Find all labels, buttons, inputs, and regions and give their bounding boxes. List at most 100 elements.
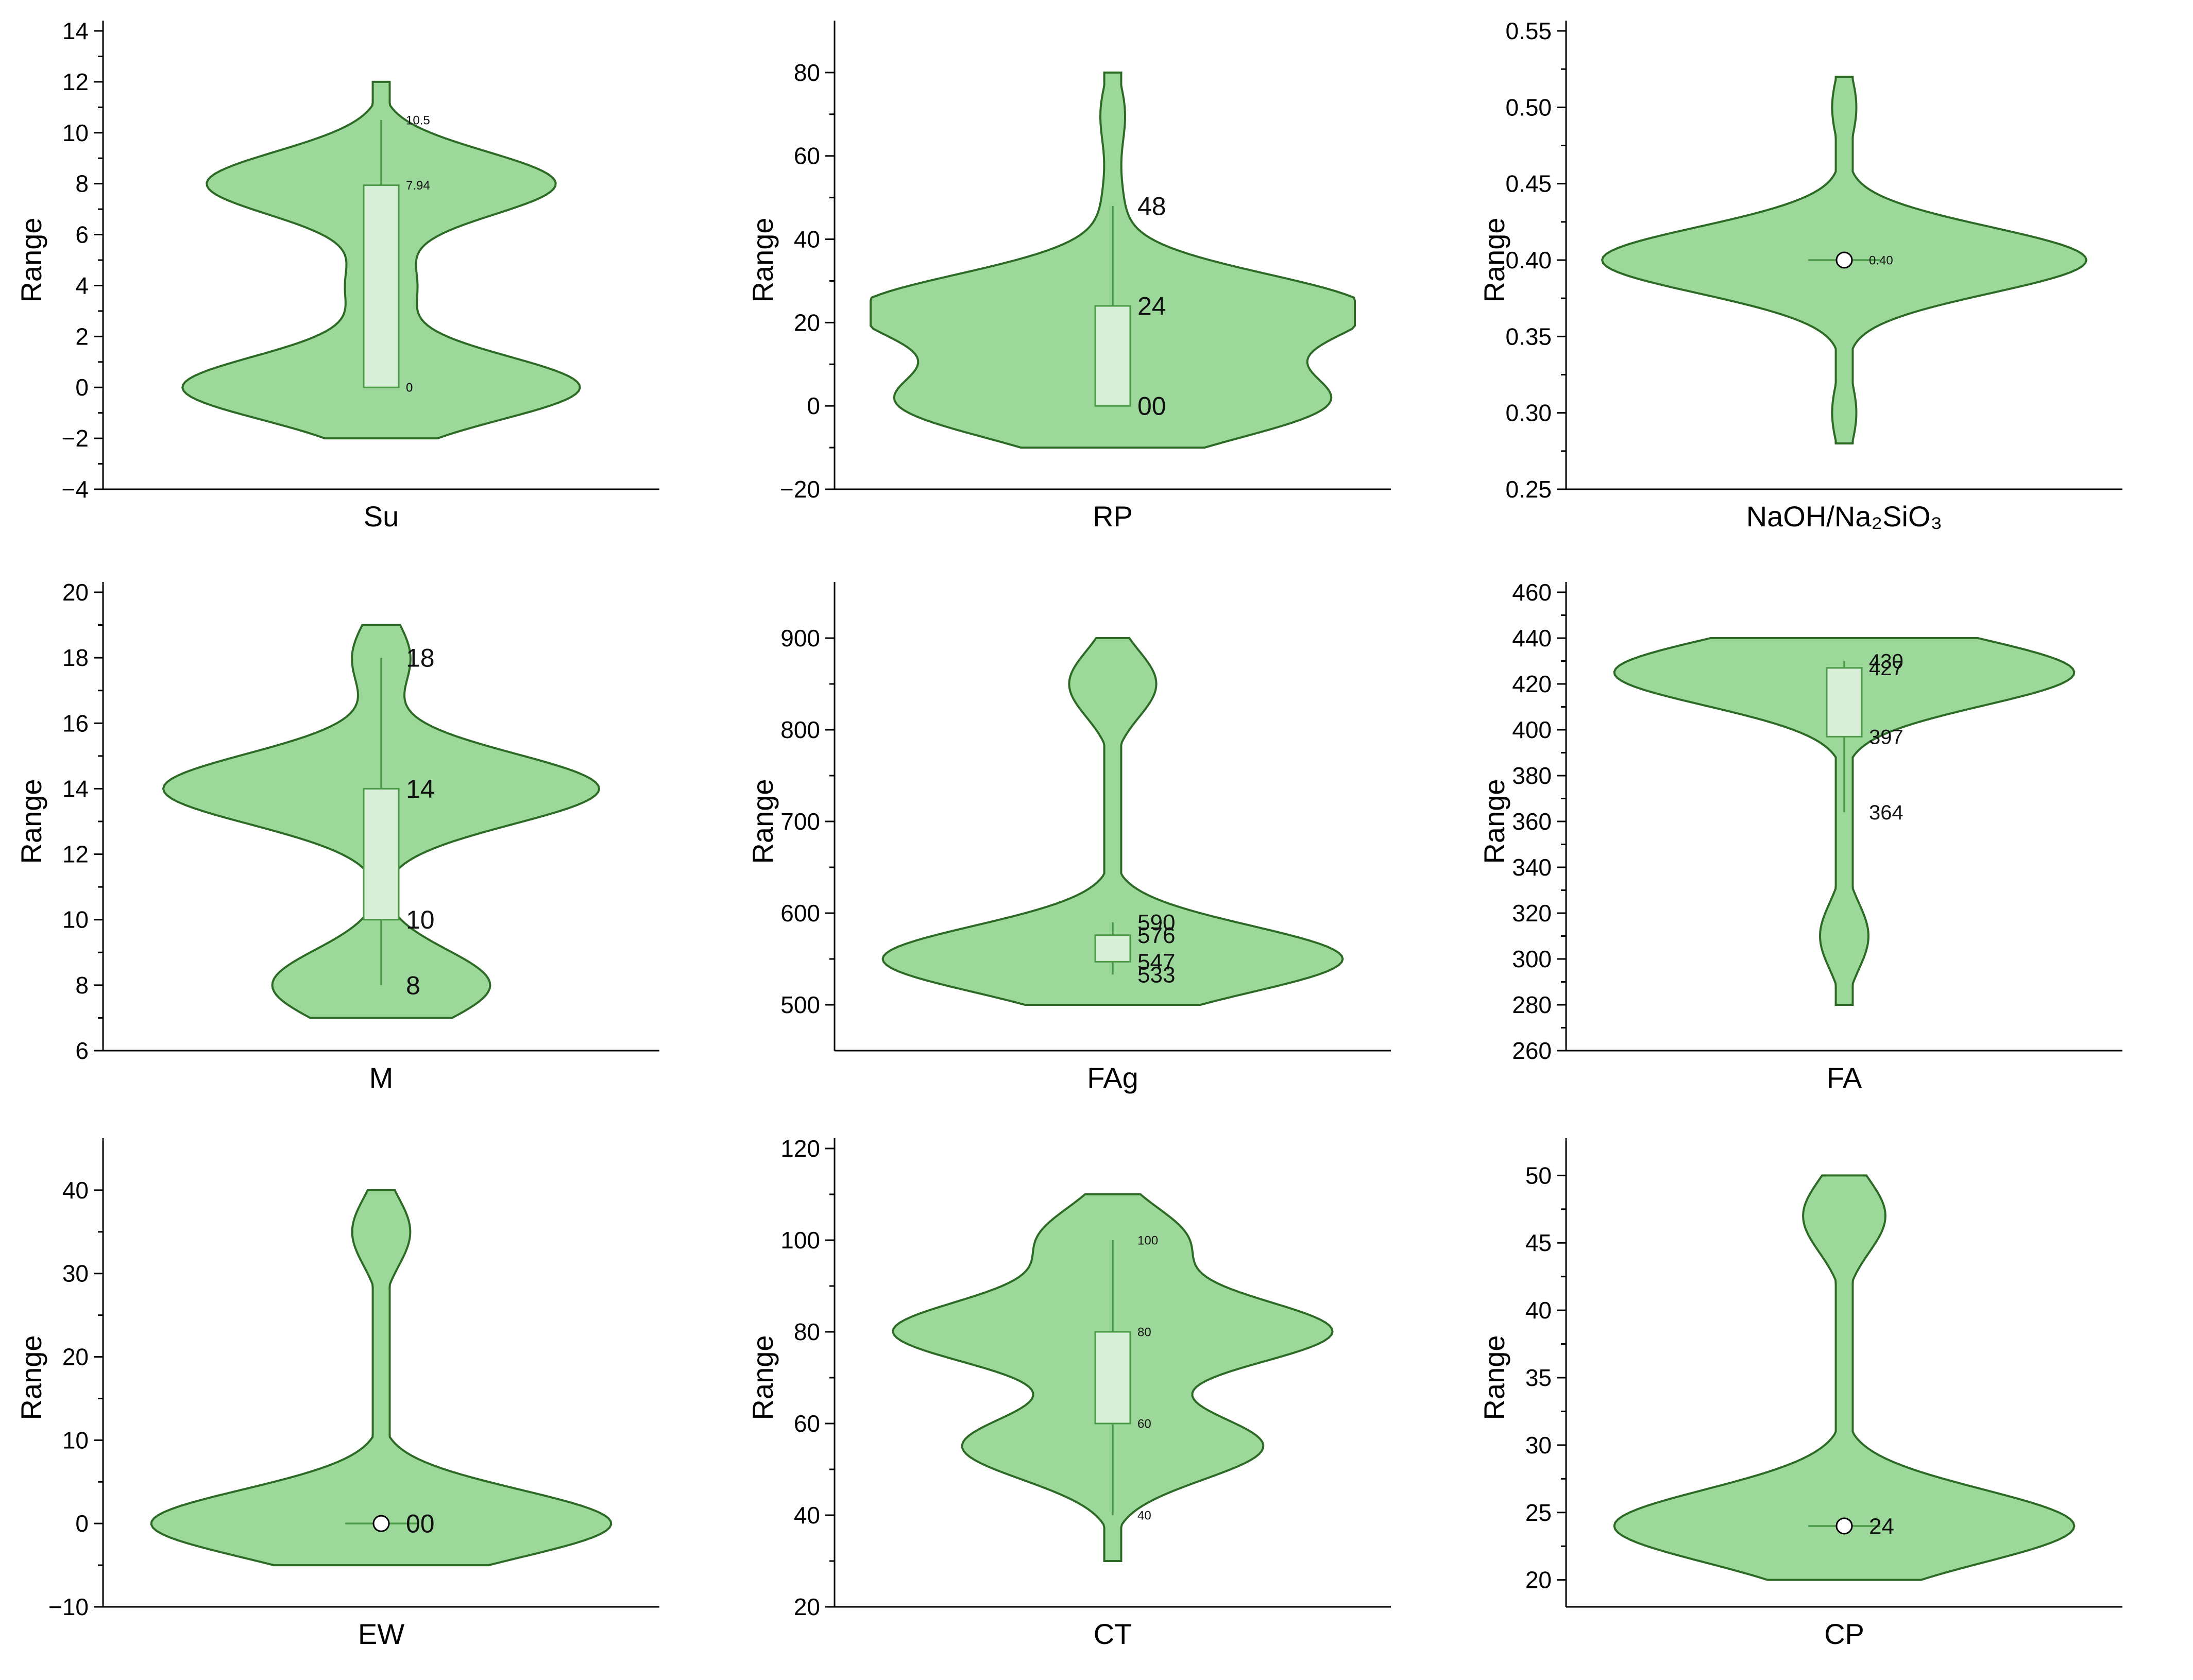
y-tick-label: 35 [1525,1364,1552,1391]
data-label: 80 [1137,1325,1151,1339]
data-label: 7.94 [406,179,430,193]
data-label: 0 [406,381,413,395]
y-tick-label: 10 [62,906,89,933]
y-tick-label: 20 [794,309,820,336]
y-tick-label: −4 [62,476,89,503]
y-tick-label: 0 [75,374,89,401]
y-tick-label: 18 [62,644,89,671]
iqr-box [1094,305,1131,407]
y-tick-label: 45 [1525,1229,1552,1256]
violin-shape [881,637,1344,1006]
iqr-box [363,787,400,921]
violin-shape [1613,1174,2076,1581]
y-tick-label: 360 [1512,808,1552,835]
data-label: 18 [406,644,435,673]
x-axis-label: M [369,1061,394,1094]
x-axis-label: FA [1827,1061,1862,1094]
y-tick-label: 0.50 [1505,94,1552,121]
y-tick-label: 40 [794,1502,820,1529]
data-label: 397 [1869,726,1903,748]
violin-panel-naoh: 0.40 0.25 0.30 0.35 0.40 0.45 0.50 0.55 NaOH/Na₂… [1473,10,2174,536]
y-tick-label: 60 [794,143,820,169]
data-label: 40 [1137,1508,1151,1522]
median-point [372,1515,390,1532]
y-tick-label: 700 [780,808,820,835]
data-label: 10.5 [406,113,430,127]
y-axis-label: Range [1478,779,1510,864]
y-tick-label: 80 [794,1318,820,1345]
chart-ct: 100 80 60 40 20 40 60 80 100 120 CT Range [746,1135,1391,1650]
y-tick-label: 30 [1525,1432,1552,1459]
y-tick-label: 120 [780,1135,820,1162]
data-label: 590 [1137,910,1175,935]
y-tick-label: 340 [1512,854,1552,881]
chart-ew: 00 −10 0 10 20 30 40 EW Range [15,1138,659,1650]
median-point [1835,1517,1853,1535]
violin-panel-ct: 100 80 60 40 20 40 60 80 100 120 CT Range [742,1128,1442,1653]
data-label: 0 [406,381,413,395]
y-tick-label: 8 [75,972,89,999]
y-tick-label: 0.55 [1505,18,1552,44]
y-tick-label: 900 [780,625,820,652]
data-label: 100 [1137,1233,1158,1247]
data-label: 24 [1869,1514,1894,1539]
y-tick-label: 0.35 [1505,323,1552,350]
violin-panel-rp: 48 24 00 −20 0 20 40 60 80 RP Range [742,10,1442,536]
x-axis-label: NaOH/Na₂SiO₃ [1746,500,1943,533]
y-tick-label: 20 [1525,1567,1552,1593]
data-label: 8 [406,971,420,1000]
violin-panel-m: 18 14 10 8 6 8 10 12 14 16 18 20 M Range [10,572,711,1097]
y-tick-label: 800 [780,716,820,743]
iqr-box [1094,934,1131,963]
data-label: 427 [1869,657,1903,680]
y-tick-label: 16 [62,710,89,736]
y-axis-label: Range [15,217,47,302]
y-axis-label: Range [746,779,779,864]
y-tick-label: 10 [62,119,89,146]
y-tick-label: 14 [62,18,89,44]
y-tick-label: 20 [62,1344,89,1370]
y-tick-label: −10 [48,1593,89,1620]
y-tick-label: 40 [62,1177,89,1204]
y-tick-label: 6 [75,1037,89,1064]
y-tick-label: 10 [62,1427,89,1453]
data-label: 576 [1137,923,1175,948]
y-tick-label: 260 [1512,1037,1552,1064]
x-axis-label: CT [1094,1618,1132,1650]
data-label: 00 [406,1510,435,1538]
y-tick-label: 20 [794,1593,820,1620]
iqr-box [1094,1331,1131,1425]
y-tick-label: 400 [1512,716,1552,743]
chart-rp: 48 24 00 −20 0 20 40 60 80 RP Range [746,21,1391,533]
y-tick-label: 0.30 [1505,400,1552,426]
y-tick-label: 0 [75,1510,89,1537]
median-point [1835,251,1853,269]
x-axis-label: RP [1093,500,1133,533]
y-axis-label: Range [15,1335,47,1420]
y-tick-label: 320 [1512,900,1552,927]
y-tick-label: 20 [62,579,89,606]
iqr-box [363,184,400,388]
data-label: 0.40 [1869,253,1893,267]
data-label: 24 [1137,292,1166,321]
y-tick-label: 440 [1512,625,1552,652]
data-label: 10 [406,905,435,934]
violin-panel-su: 10.5 7.94 0 0 −4 −2 0 2 4 6 8 10 12 14 Su Range [10,10,711,536]
data-label: 364 [1869,801,1903,824]
y-tick-label: 25 [1525,1499,1552,1526]
data-label: 547 [1137,950,1175,975]
iqr-box [1826,667,1863,738]
x-axis-label: CP [1824,1618,1864,1650]
chart-cp: 24 20 25 30 35 40 45 50 CP Range [1478,1138,2122,1650]
y-tick-label: 0 [807,392,820,419]
y-tick-label: 14 [62,775,89,802]
y-tick-label: 420 [1512,671,1552,697]
y-tick-label: 280 [1512,991,1552,1018]
y-tick-label: 60 [794,1410,820,1437]
y-tick-label: 8 [75,170,89,197]
y-tick-label: 40 [794,226,820,253]
y-tick-label: 50 [1525,1162,1552,1189]
data-label: 533 [1137,963,1175,988]
